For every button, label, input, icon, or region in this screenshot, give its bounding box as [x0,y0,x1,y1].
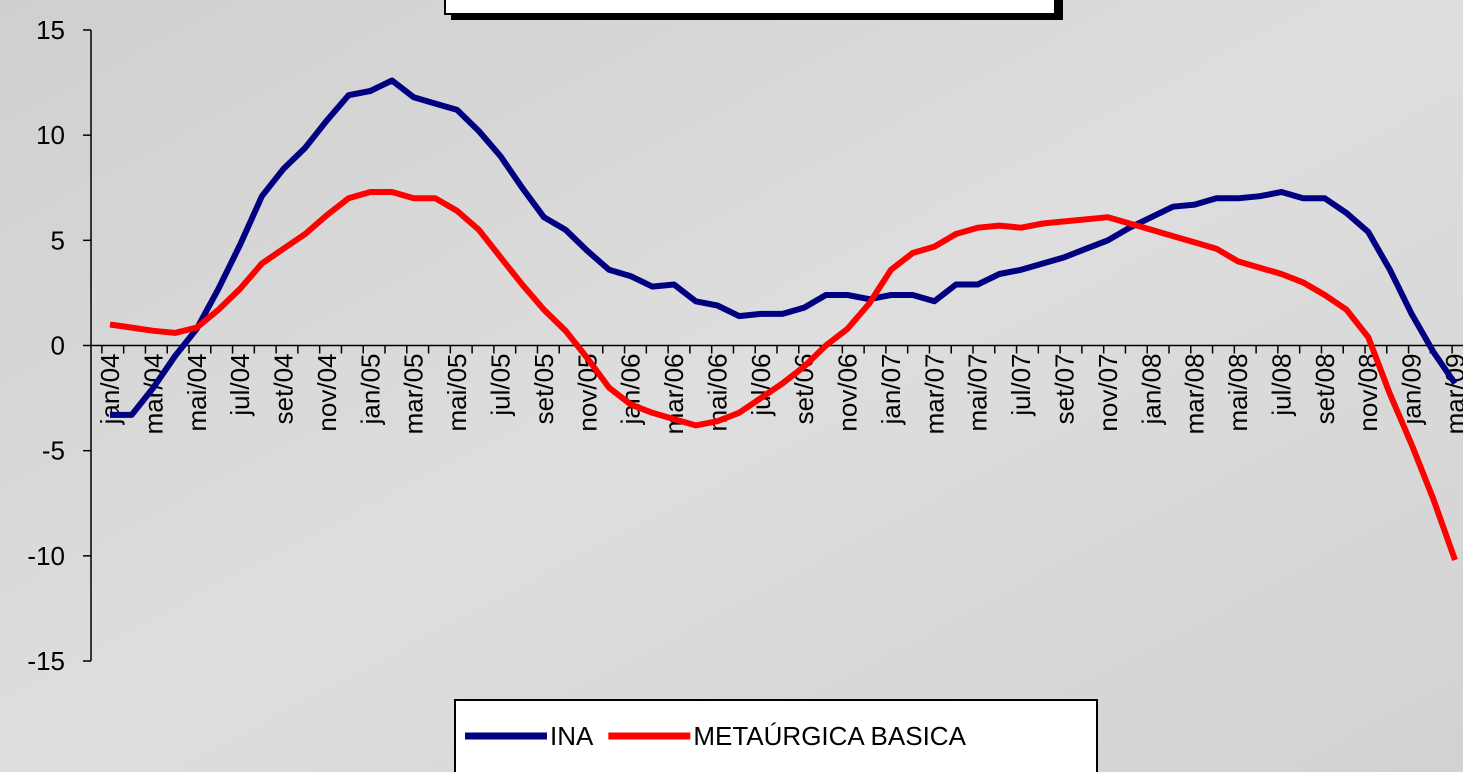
x-tick-label: jan/09 [1397,354,1427,426]
x-tick-label: nov/07 [1093,354,1123,432]
x-tick-label: mar/07 [919,354,949,435]
y-tick-label: 5 [51,225,65,255]
y-tick-label: 0 [51,331,65,361]
x-tick-label: set/04 [269,354,299,425]
title-box [444,0,1056,15]
x-tick-label: mar/04 [138,354,168,435]
y-tick-label: -5 [42,436,65,466]
x-tick-label: jul/05 [485,354,515,417]
y-tick-label: 15 [36,15,65,45]
x-tick-label: jul/04 [225,354,255,417]
x-tick-label: jul/07 [1006,354,1036,417]
x-tick-label: jan/06 [616,354,646,426]
legend-label: INA [550,721,594,751]
x-tick-label: set/07 [1050,354,1080,425]
legend-box [454,699,1098,772]
x-tick-label: jan/08 [1136,354,1166,426]
y-tick-label: 10 [36,120,65,150]
x-tick-label: jan/07 [876,354,906,426]
x-tick-label: nov/06 [833,354,863,432]
x-tick-label: nov/04 [312,354,342,432]
x-tick-label: jan/05 [355,354,385,426]
y-tick-label: -10 [27,541,65,571]
y-tick-label: -15 [27,646,65,676]
x-tick-label: mai/04 [182,354,212,432]
x-tick-label: mar/05 [399,354,429,435]
x-tick-label: mai/08 [1223,354,1253,432]
x-tick-label: mai/07 [963,354,993,432]
series-line [109,189,1458,562]
legend-label: METAÚRGICA BASICA [693,721,966,751]
x-tick-label: mai/05 [442,354,472,432]
x-tick-label: set/08 [1310,354,1340,425]
x-tick-label: mar/08 [1180,354,1210,435]
x-tick-label: set/05 [529,354,559,425]
series-line [110,77,1458,418]
x-tick-label: jul/08 [1266,354,1296,417]
x-tick-label: nov/05 [572,354,602,432]
legend: INA METAÚRGICA BASICA [454,699,1098,772]
